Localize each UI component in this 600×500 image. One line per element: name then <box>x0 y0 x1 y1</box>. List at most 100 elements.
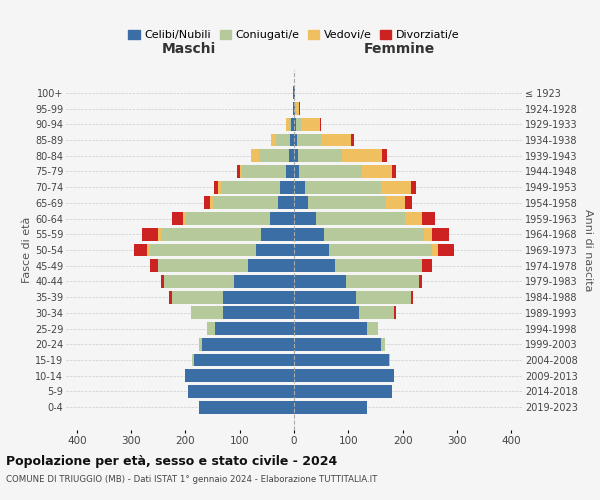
Bar <box>294 196 412 209</box>
Bar <box>161 275 294 288</box>
Bar <box>278 196 294 209</box>
Bar <box>293 102 294 115</box>
Bar <box>294 275 419 288</box>
Legend: Celibi/Nubili, Coniugati/e, Vedovi/e, Divorziati/e: Celibi/Nubili, Coniugati/e, Vedovi/e, Di… <box>124 25 464 44</box>
Bar <box>242 165 294 178</box>
Bar <box>294 228 449 240</box>
Bar <box>294 149 387 162</box>
Bar <box>183 212 294 225</box>
Bar <box>223 306 294 320</box>
Bar <box>215 322 294 335</box>
Bar <box>294 306 394 320</box>
Bar <box>214 180 294 194</box>
Bar <box>294 118 301 130</box>
Bar <box>205 196 294 209</box>
Bar <box>294 370 394 382</box>
Bar <box>199 400 294 413</box>
Bar <box>294 244 454 256</box>
Bar <box>150 260 294 272</box>
Bar <box>294 180 381 194</box>
Bar <box>294 180 411 194</box>
Bar <box>142 228 294 240</box>
Bar <box>294 370 394 382</box>
Bar <box>294 306 395 320</box>
Bar <box>294 118 321 130</box>
Bar <box>294 118 296 130</box>
Bar <box>161 228 294 240</box>
Bar <box>294 196 405 209</box>
Bar <box>269 212 294 225</box>
Bar <box>294 165 396 178</box>
Bar <box>294 228 433 240</box>
Bar <box>202 338 294 351</box>
Bar <box>294 102 295 115</box>
Bar <box>234 275 294 288</box>
Bar <box>240 165 294 178</box>
Bar <box>294 165 392 178</box>
Bar <box>294 165 299 178</box>
Bar <box>199 400 294 413</box>
Bar <box>223 290 294 304</box>
Bar <box>294 244 329 256</box>
Bar <box>294 134 321 146</box>
Bar <box>294 165 362 178</box>
Bar <box>294 290 413 304</box>
Bar <box>191 306 294 320</box>
Bar <box>294 244 438 256</box>
Bar <box>294 102 300 115</box>
Bar <box>221 180 294 194</box>
Bar <box>259 149 294 162</box>
Bar <box>294 102 299 115</box>
Bar <box>289 149 294 162</box>
Bar <box>148 244 294 256</box>
Text: Femmine: Femmine <box>363 42 434 56</box>
Bar <box>294 244 433 256</box>
Bar <box>134 244 294 256</box>
Bar <box>294 275 422 288</box>
Bar <box>294 322 367 335</box>
Bar <box>169 290 294 304</box>
Bar <box>158 260 294 272</box>
Bar <box>210 196 294 209</box>
Bar <box>294 338 381 351</box>
Bar <box>276 134 294 146</box>
Bar <box>294 134 297 146</box>
Bar <box>212 196 294 209</box>
Bar <box>294 149 342 162</box>
Bar <box>164 275 294 288</box>
Bar <box>294 260 335 272</box>
Y-axis label: Fasce di età: Fasce di età <box>22 217 32 283</box>
Bar <box>294 354 390 366</box>
Bar <box>294 180 305 194</box>
Bar <box>188 385 294 398</box>
Bar <box>294 400 367 413</box>
Bar <box>294 228 324 240</box>
Bar <box>271 134 294 146</box>
Bar <box>294 212 435 225</box>
Bar <box>150 244 294 256</box>
Bar <box>294 275 346 288</box>
Bar <box>291 118 294 130</box>
Bar <box>294 322 378 335</box>
Bar <box>294 385 392 398</box>
Bar <box>185 212 294 225</box>
Bar <box>294 212 316 225</box>
Text: Popolazione per età, sesso e stato civile - 2024: Popolazione per età, sesso e stato civil… <box>6 455 337 468</box>
Bar <box>294 400 367 413</box>
Bar <box>294 260 433 272</box>
Bar <box>194 354 294 366</box>
Bar <box>290 134 294 146</box>
Bar <box>294 196 308 209</box>
Bar <box>294 180 416 194</box>
Bar <box>199 338 294 351</box>
Text: Maschi: Maschi <box>162 42 216 56</box>
Bar <box>294 290 411 304</box>
Bar <box>218 180 294 194</box>
Bar <box>172 290 294 304</box>
Bar <box>294 290 356 304</box>
Bar <box>185 370 294 382</box>
Bar <box>294 196 386 209</box>
Bar <box>237 165 294 178</box>
Bar <box>294 102 296 115</box>
Bar <box>286 165 294 178</box>
